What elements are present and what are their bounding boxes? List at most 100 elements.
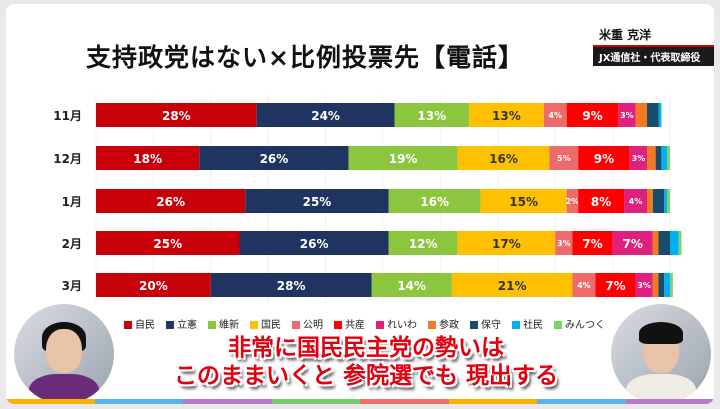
bar-segment-参政 xyxy=(652,231,659,255)
data-label: 4% xyxy=(629,197,643,206)
bar-segment-国民 xyxy=(480,189,567,213)
bar-segment-れいわ xyxy=(635,273,653,297)
data-label: 17% xyxy=(492,237,521,251)
legend-label: 共産 xyxy=(345,320,365,331)
bar-segment-保守 xyxy=(655,146,662,170)
legend-swatch xyxy=(292,321,300,329)
bar-segment-れいわ xyxy=(629,146,648,170)
bar-segment-みんつく xyxy=(678,231,682,255)
bar-segment-公明 xyxy=(572,273,596,297)
category-label: 12月 xyxy=(53,152,82,166)
bar-segment-維新 xyxy=(348,146,458,170)
data-label: 5% xyxy=(557,154,571,163)
legend-swatch xyxy=(250,321,258,329)
data-label: 12% xyxy=(409,237,438,251)
speaker-nameplate: 米重 克洋 JX通信社・代表取締役 xyxy=(593,26,714,66)
legend-swatch xyxy=(334,321,342,329)
bar-segment-国民 xyxy=(469,103,544,127)
legend-item: 維新 xyxy=(208,316,239,331)
legend-label: 保守 xyxy=(481,320,501,331)
bar-segment-れいわ xyxy=(612,231,653,255)
legend-item: 参政 xyxy=(428,316,459,331)
speaker-role: JX通信社・代表取締役 xyxy=(593,45,714,66)
bar-segment-立憲 xyxy=(239,231,389,255)
bar-segment-共産 xyxy=(566,103,619,127)
bar-segment-みんつく xyxy=(667,189,670,213)
bar-segment-立憲 xyxy=(210,273,372,297)
bar-segment-公明 xyxy=(543,103,567,127)
legend-swatch xyxy=(512,321,520,329)
category-label: 3月 xyxy=(62,279,82,293)
data-label: 15% xyxy=(509,195,538,209)
chart-legend: 自民 立憲 維新 国民 公明 共産 れいわ 参政 保守 社民 みんつく xyxy=(124,316,605,331)
data-label: 14% xyxy=(397,279,426,293)
bar-segment-維新 xyxy=(371,273,452,297)
legend-item: みんつく xyxy=(554,316,605,331)
bar-segment-立憲 xyxy=(199,146,349,170)
bar-segment-立憲 xyxy=(256,103,395,127)
legend-label: 維新 xyxy=(219,320,239,331)
legend-swatch xyxy=(166,321,174,329)
bar-segment-社民 xyxy=(658,103,662,127)
data-label: 19% xyxy=(389,152,418,166)
bar-segment-自民 xyxy=(96,189,246,213)
bar-segment-自民 xyxy=(96,231,240,255)
bar-segment-共産 xyxy=(595,273,636,297)
bar-segment-れいわ xyxy=(618,103,636,127)
legend-swatch xyxy=(470,321,478,329)
bar-segment-共産 xyxy=(578,189,625,213)
bar-segment-社民 xyxy=(664,189,668,213)
bar-segment-れいわ xyxy=(624,189,648,213)
subtitle-caption: 非常に国民民主党の勢いは このままいくと 参院選でも 現出する xyxy=(156,334,576,390)
guest-photo-left xyxy=(14,304,114,404)
data-label: 8% xyxy=(591,195,611,209)
bar-segment-公明 xyxy=(566,189,579,213)
data-label: 13% xyxy=(492,109,521,123)
legend-label: れいわ xyxy=(387,320,417,331)
bar-segment-みんつく xyxy=(670,273,673,297)
legend-swatch xyxy=(428,321,436,329)
legend-item: 自民 xyxy=(124,316,155,331)
data-label: 3% xyxy=(620,111,634,120)
bar-segment-立憲 xyxy=(245,189,389,213)
data-label: 7% xyxy=(623,237,643,251)
caption-line-2: このままいくと 参院選でも 現出する xyxy=(173,363,558,389)
bar-segment-社民 xyxy=(670,231,679,255)
bar-segment-自民 xyxy=(96,146,200,170)
bar-segment-国民 xyxy=(457,146,550,170)
data-label: 3% xyxy=(557,239,571,248)
bar-segment-共産 xyxy=(578,146,630,170)
data-label: 4% xyxy=(577,281,591,290)
bar-segment-維新 xyxy=(388,231,458,255)
bar-segment-国民 xyxy=(457,231,556,255)
bar-segment-保守 xyxy=(658,231,670,255)
bar-segment-みんつく xyxy=(667,146,670,170)
legend-item: 国民 xyxy=(250,316,281,331)
bar-segment-保守 xyxy=(658,273,665,297)
category-label: 1月 xyxy=(62,195,82,209)
legend-label: 立憲 xyxy=(177,320,197,331)
legend-swatch xyxy=(376,321,384,329)
data-label: 9% xyxy=(594,152,614,166)
data-label: 3% xyxy=(632,154,646,163)
legend-label: 参政 xyxy=(439,320,459,331)
bar-segment-自民 xyxy=(96,273,211,297)
data-label: 25% xyxy=(153,237,182,251)
bar-segment-保守 xyxy=(652,189,665,213)
data-label: 21% xyxy=(498,279,527,293)
legend-label: 公明 xyxy=(303,320,323,331)
bar-segment-社民 xyxy=(664,273,670,297)
data-label: 26% xyxy=(300,237,329,251)
guest-photo-right xyxy=(611,304,711,404)
data-label: 2% xyxy=(566,197,580,206)
bar-segment-社民 xyxy=(661,146,668,170)
data-label: 4% xyxy=(548,111,562,120)
data-label: 26% xyxy=(156,195,185,209)
data-label: 18% xyxy=(133,152,162,166)
slide: 支持政党はない×比例投票先【電話】 米重 克洋 JX通信社・代表取締役 11月 2… xyxy=(6,4,714,404)
bar-segment-参政 xyxy=(647,146,656,170)
data-label: 25% xyxy=(303,195,332,209)
speaker-name: 米重 克洋 xyxy=(599,28,652,42)
bar-segment-共産 xyxy=(572,231,613,255)
legend-label: 社民 xyxy=(523,320,543,331)
